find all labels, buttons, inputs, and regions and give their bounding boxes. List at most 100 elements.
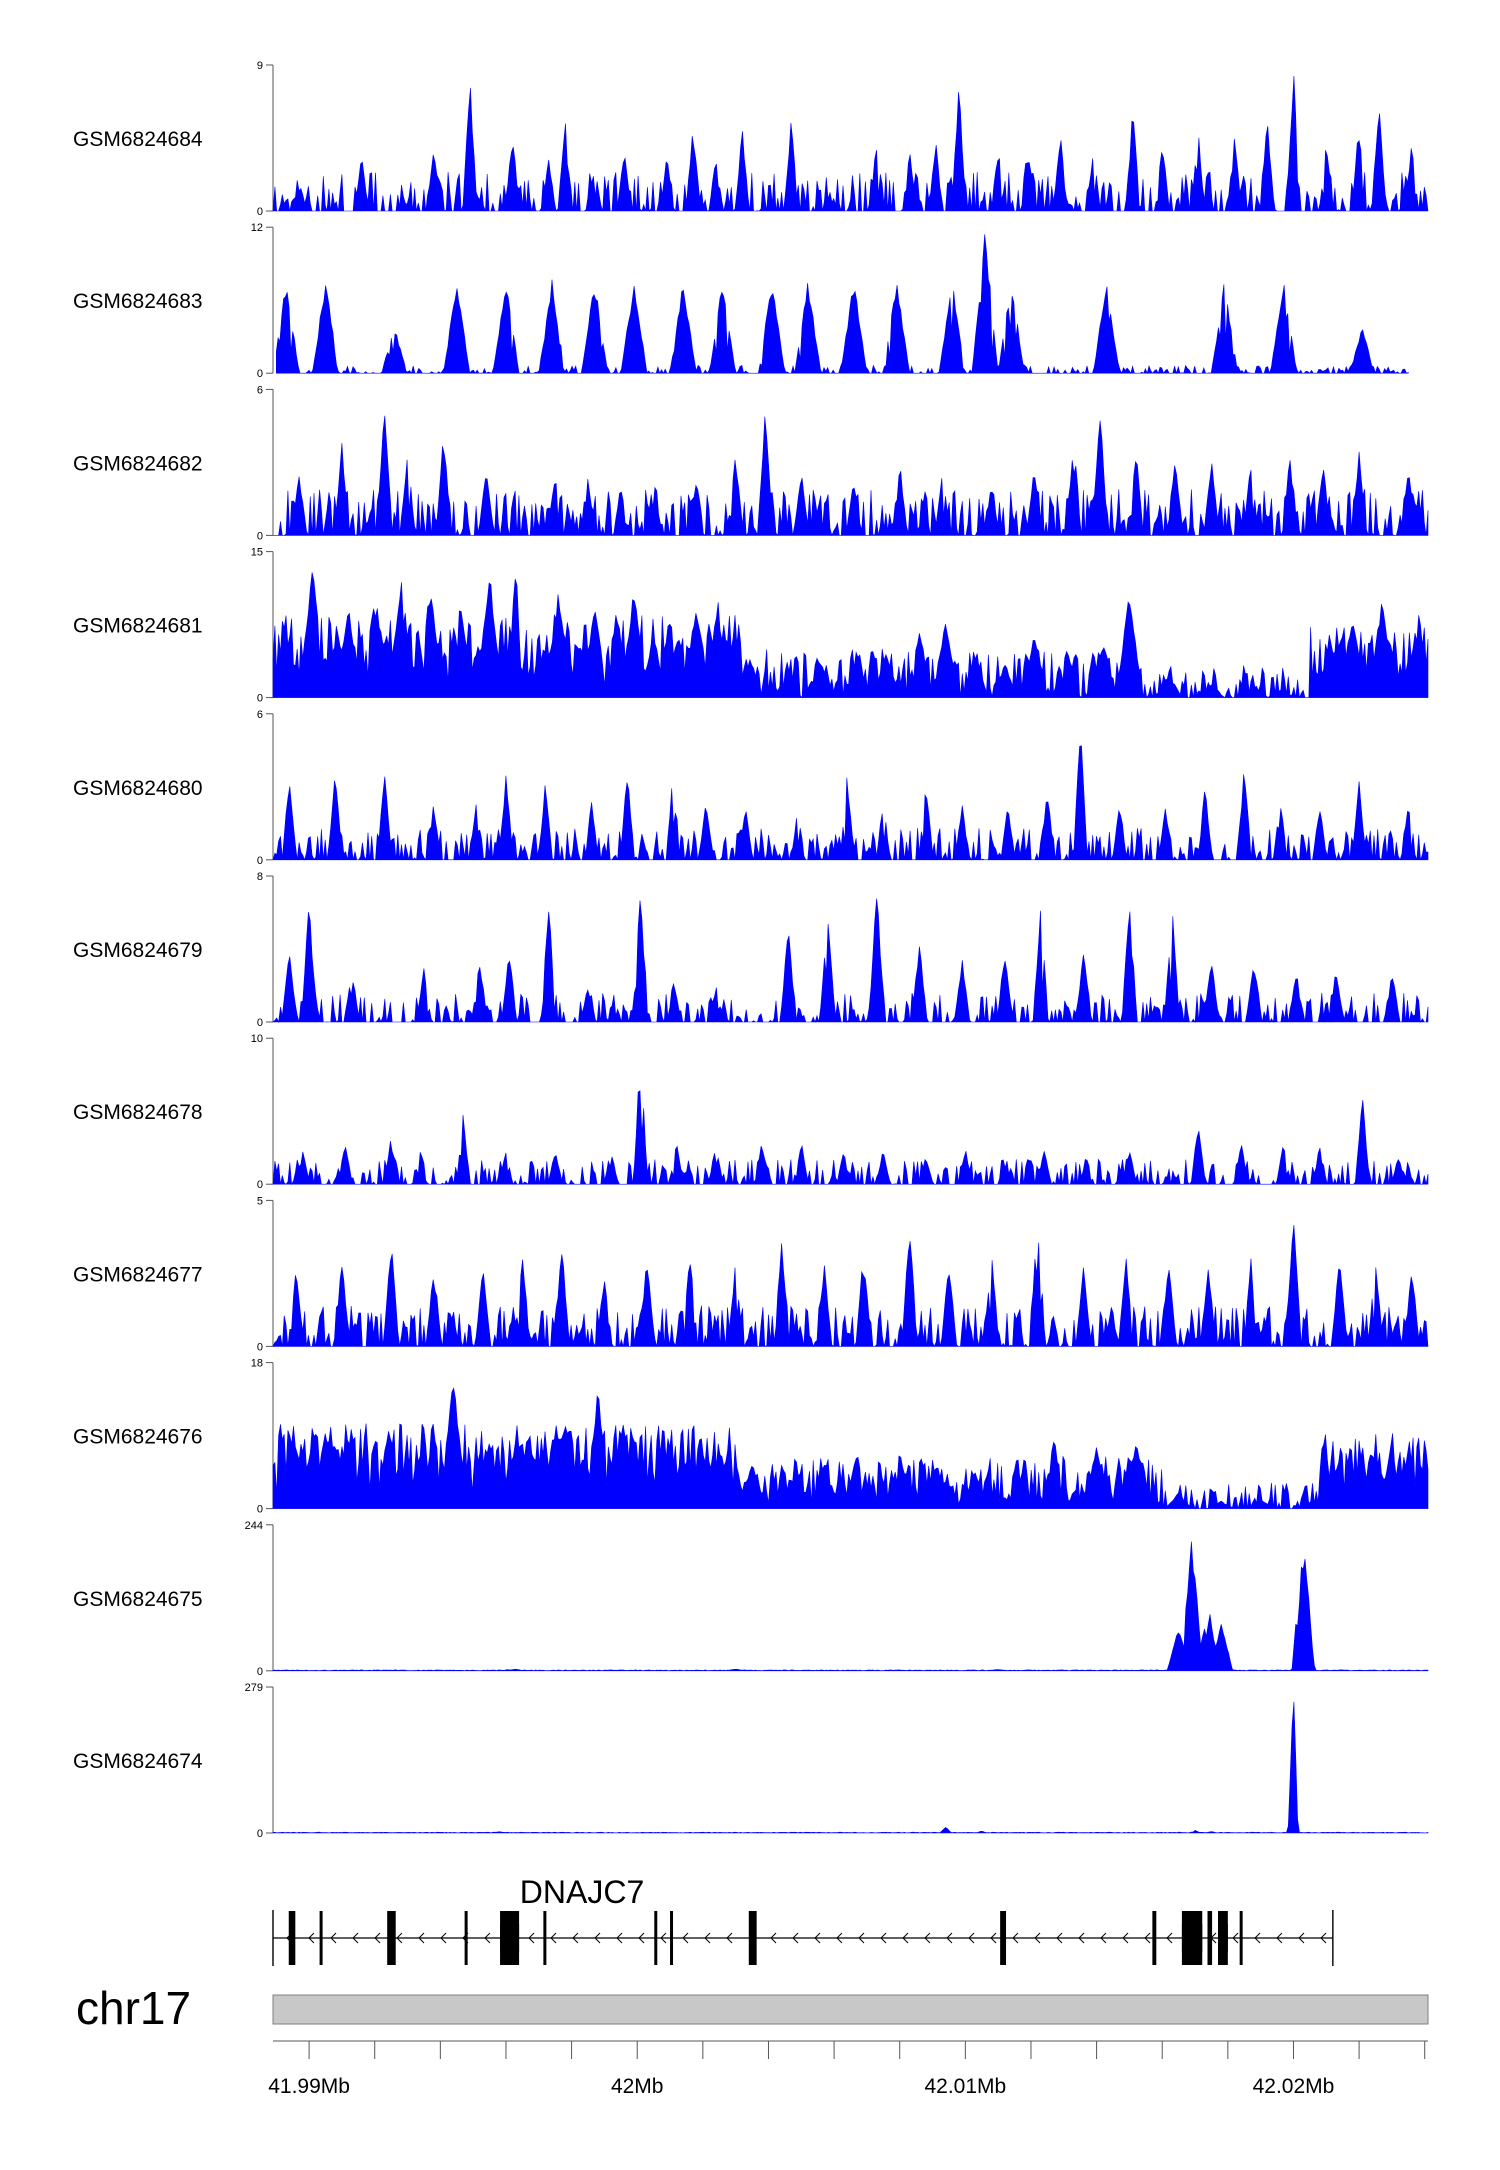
track-GSM6824684: GSM6824684 9 0 xyxy=(73,60,1429,218)
strand-arrow xyxy=(352,1932,359,1944)
exon-block xyxy=(1218,1924,1228,1952)
y-max-label: 6 xyxy=(257,709,263,721)
strand-arrow xyxy=(1166,1932,1173,1944)
signal-area xyxy=(272,75,1429,212)
strand-arrow xyxy=(528,1932,535,1944)
strand-arrow xyxy=(1122,1932,1129,1944)
track-GSM6824678: GSM6824678 10 0 xyxy=(73,1033,1429,1191)
exon xyxy=(654,1911,658,1965)
strand-arrow xyxy=(682,1932,689,1944)
strand-arrow xyxy=(1078,1932,1085,1944)
signal-area xyxy=(272,1541,1429,1672)
y-max-label: 279 xyxy=(245,1682,263,1694)
strand-arrow xyxy=(396,1932,403,1944)
track-label: GSM6824679 xyxy=(73,939,203,962)
strand-arrow xyxy=(792,1932,799,1944)
exon xyxy=(464,1911,468,1965)
strand-arrow xyxy=(1276,1932,1283,1944)
strand-arrow xyxy=(1232,1932,1239,1944)
track-label: GSM6824681 xyxy=(73,615,203,638)
y-max-label: 15 xyxy=(251,547,263,559)
strand-arrow xyxy=(880,1932,887,1944)
strand-arrow xyxy=(484,1932,491,1944)
strand-arrow xyxy=(704,1932,711,1944)
y-min-label: 0 xyxy=(257,855,263,867)
track-GSM6824682: GSM6824682 6 0 xyxy=(73,384,1429,542)
exon-block xyxy=(500,1924,520,1952)
track-GSM6824675: GSM6824675 244 0 xyxy=(73,1520,1429,1678)
chromosome-bar xyxy=(272,1994,1429,2025)
strand-arrow xyxy=(660,1932,667,1944)
y-min-label: 0 xyxy=(257,368,263,380)
strand-arrow xyxy=(814,1932,821,1944)
track-label: GSM6824676 xyxy=(73,1426,203,1449)
y-max-label: 5 xyxy=(257,1195,263,1207)
signal-area xyxy=(272,1225,1429,1348)
exon xyxy=(319,1911,323,1965)
strand-arrow xyxy=(418,1932,425,1944)
x-tick-label: 42.02Mb xyxy=(1253,2075,1335,2098)
y-max-label: 18 xyxy=(251,1358,263,1370)
track-label: GSM6824677 xyxy=(73,1263,203,1286)
strand-arrow xyxy=(550,1932,557,1944)
strand-arrow xyxy=(1034,1932,1041,1944)
y-min-label: 0 xyxy=(257,206,263,218)
y-max-label: 10 xyxy=(251,1033,263,1045)
strand-arrow xyxy=(1056,1932,1063,1944)
strand-arrow xyxy=(616,1932,623,1944)
chromosome-label: chr17 xyxy=(76,1982,191,2034)
y-max-label: 9 xyxy=(257,60,263,72)
genome-axis: 41.99Mb 42Mb 42.01Mb 42.02Mb xyxy=(268,2040,1428,2098)
signal-area xyxy=(272,1701,1429,1834)
track-label: GSM6824684 xyxy=(73,128,203,151)
y-min-label: 0 xyxy=(257,1179,263,1191)
signal-area xyxy=(272,898,1429,1024)
exon xyxy=(1000,1911,1007,1965)
gene-name: DNAJC7 xyxy=(520,1874,644,1910)
exon xyxy=(748,1911,757,1965)
exon xyxy=(1152,1911,1157,1965)
track-GSM6824677: GSM6824677 5 0 xyxy=(73,1195,1429,1353)
strand-arrow xyxy=(902,1932,909,1944)
y-max-label: 244 xyxy=(245,1520,263,1532)
track-label: GSM6824675 xyxy=(73,1588,203,1611)
strand-arrow xyxy=(770,1932,777,1944)
strand-arrow xyxy=(1320,1932,1327,1944)
signal-area xyxy=(276,234,1409,375)
y-min-label: 0 xyxy=(257,1017,263,1029)
gene-track: DNAJC7 xyxy=(272,1874,1334,1966)
strand-arrow xyxy=(440,1932,447,1944)
exon xyxy=(670,1911,674,1965)
strand-arrow xyxy=(1012,1932,1019,1944)
y-min-label: 0 xyxy=(257,1341,263,1353)
y-min-label: 0 xyxy=(257,1666,263,1678)
track-label: GSM6824678 xyxy=(73,1101,203,1124)
strand-arrow xyxy=(1144,1932,1151,1944)
exon xyxy=(1207,1911,1213,1965)
strand-arrow xyxy=(726,1932,733,1944)
track-GSM6824680: GSM6824680 6 0 xyxy=(73,709,1429,867)
track-GSM6824681: GSM6824681 15 0 xyxy=(73,547,1429,705)
exon xyxy=(387,1911,396,1965)
strand-arrow xyxy=(858,1932,865,1944)
strand-arrow xyxy=(968,1932,975,1944)
strand-arrow xyxy=(924,1932,931,1944)
track-GSM6824679: GSM6824679 8 0 xyxy=(73,871,1429,1029)
exon xyxy=(1239,1911,1243,1965)
signal-area xyxy=(273,415,1429,537)
y-max-label: 6 xyxy=(257,384,263,396)
strand-arrow xyxy=(1254,1932,1261,1944)
strand-arrow xyxy=(1100,1932,1107,1944)
chromosome-ideogram: chr17 xyxy=(76,1982,1429,2034)
track-GSM6824674: GSM6824674 279 0 xyxy=(73,1682,1429,1840)
y-min-label: 0 xyxy=(257,530,263,542)
track-GSM6824676: GSM6824676 18 0 xyxy=(73,1358,1429,1516)
strand-arrow xyxy=(330,1932,337,1944)
track-GSM6824683: GSM6824683 12 0 xyxy=(73,222,1409,380)
track-label: GSM6824680 xyxy=(73,777,203,800)
exon-block xyxy=(1181,1924,1203,1952)
strand-arrow xyxy=(374,1932,381,1944)
signal-area xyxy=(272,1387,1429,1510)
exon xyxy=(543,1911,547,1965)
